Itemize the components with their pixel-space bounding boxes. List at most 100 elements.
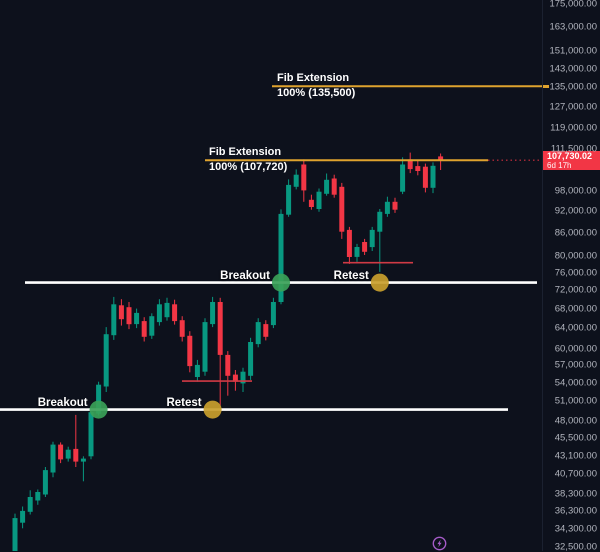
candle-body xyxy=(392,201,398,210)
candle xyxy=(202,318,208,376)
candlestick-chart[interactable]: Breakout Retest Breakout Retest Fib Extensio… xyxy=(0,0,543,551)
candle-body xyxy=(270,302,276,326)
candle-body xyxy=(73,448,79,462)
price-tick-label: 43,100.00 xyxy=(554,450,597,462)
candle-body xyxy=(407,159,413,170)
candle xyxy=(407,152,413,174)
candle-body xyxy=(430,165,436,188)
candle-body xyxy=(27,497,33,512)
retest-marker-circle[interactable] xyxy=(370,273,389,292)
candle xyxy=(263,320,269,341)
candle-body xyxy=(422,166,428,188)
price-tick-label: 60,000.00 xyxy=(554,343,597,355)
chart-canvas[interactable] xyxy=(0,0,543,551)
price-tick-label: 45,500.00 xyxy=(554,432,597,444)
candle xyxy=(308,194,314,210)
candle-body xyxy=(35,492,41,501)
retest-marker-circle[interactable] xyxy=(203,400,222,419)
candle xyxy=(88,409,94,460)
candle xyxy=(111,296,117,340)
candle xyxy=(331,174,337,198)
candle xyxy=(362,238,368,255)
candle xyxy=(50,441,56,478)
price-tick-label: 92,000.00 xyxy=(554,205,597,217)
candle xyxy=(217,297,223,406)
candle xyxy=(400,157,406,195)
candle-body xyxy=(80,458,86,462)
price-tick-label: 54,000.00 xyxy=(554,377,597,389)
candle xyxy=(286,179,292,217)
candle xyxy=(270,297,276,329)
candle xyxy=(293,169,299,190)
breakout-marker-circle[interactable] xyxy=(89,400,108,419)
candle xyxy=(210,296,216,328)
candle-body xyxy=(415,166,421,171)
candle xyxy=(20,506,26,529)
candle xyxy=(149,313,155,339)
candle-body xyxy=(96,384,102,414)
price-tick-label: 98,000.00 xyxy=(554,185,597,197)
candle xyxy=(35,489,41,505)
candle-body xyxy=(232,374,238,382)
candle-body xyxy=(149,316,155,336)
candle xyxy=(316,188,322,212)
candle-body xyxy=(225,354,231,376)
candle-body xyxy=(301,164,307,191)
candle-body xyxy=(88,412,94,457)
candle xyxy=(12,513,18,551)
candle xyxy=(80,456,86,482)
candle xyxy=(377,209,383,272)
candle xyxy=(65,446,71,462)
price-tick-label: 76,000.00 xyxy=(554,267,597,279)
candle xyxy=(134,308,140,329)
candle-body xyxy=(324,179,330,194)
candle xyxy=(179,316,185,342)
candle-body xyxy=(263,324,269,337)
candle-body xyxy=(369,229,375,248)
bar-countdown: 6d 17h xyxy=(547,160,572,170)
candle xyxy=(255,318,261,348)
candle xyxy=(301,159,307,202)
candles-series xyxy=(12,152,444,551)
candle-body xyxy=(164,302,170,318)
candle xyxy=(156,299,162,326)
candle xyxy=(422,163,428,193)
candle xyxy=(225,351,231,396)
fib-axis-tick xyxy=(543,84,549,88)
candle xyxy=(172,299,178,325)
candle-body xyxy=(194,364,200,377)
candle-body xyxy=(362,242,368,252)
candle-body xyxy=(248,342,254,376)
candle-body xyxy=(438,156,444,161)
candle xyxy=(384,196,390,217)
candle-body xyxy=(210,302,216,325)
price-axis[interactable]: 107,730.02 6d 17h 175,000.00 163,000.00 15… xyxy=(542,0,600,552)
candle xyxy=(164,297,170,321)
price-tick-label: 64,000.00 xyxy=(554,322,597,334)
price-tick-label: 51,000.00 xyxy=(554,395,597,407)
candle xyxy=(354,243,360,262)
candle-body xyxy=(172,304,178,322)
last-price-value: 107,730.02 xyxy=(547,150,593,161)
candle-body xyxy=(134,312,140,325)
candle xyxy=(430,162,436,194)
price-tick-label: 40,700.00 xyxy=(554,468,597,480)
price-tick-label: 86,000.00 xyxy=(554,227,597,239)
candle xyxy=(248,337,254,380)
candle xyxy=(438,153,444,170)
price-tick-label: 163,000.00 xyxy=(549,21,597,33)
candle-body xyxy=(12,518,18,551)
candle-body xyxy=(111,304,117,336)
candle-body xyxy=(103,334,109,387)
candle xyxy=(141,317,147,342)
candle xyxy=(324,173,330,196)
lightning-logo-watermark xyxy=(432,536,447,551)
candle xyxy=(415,160,421,176)
price-tick-label: 38,300.00 xyxy=(554,488,597,500)
candle xyxy=(339,182,345,239)
candle-body xyxy=(240,371,246,384)
breakout-marker-circle[interactable] xyxy=(272,273,290,292)
candle-body xyxy=(316,191,322,209)
price-tick-label: 175,000.00 xyxy=(549,0,597,10)
candle-body xyxy=(156,304,162,323)
